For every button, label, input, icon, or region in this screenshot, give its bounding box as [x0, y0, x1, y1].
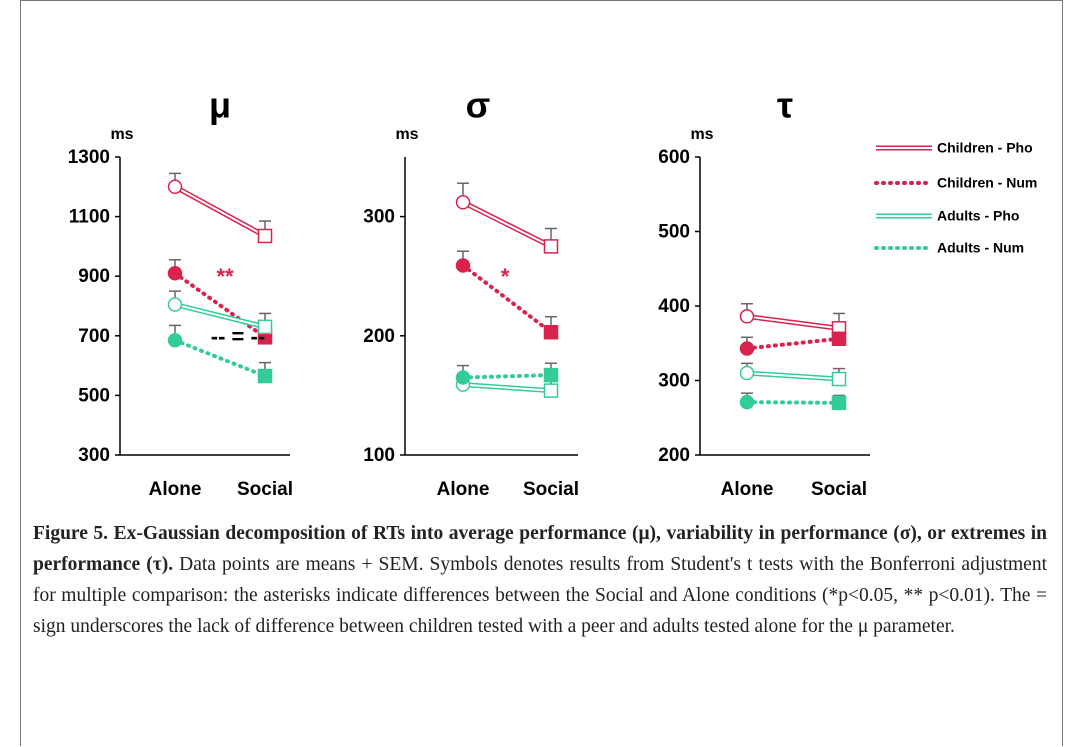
caption: Figure 5. Ex-Gaussian decomposition of R… — [33, 518, 1047, 642]
marker — [739, 394, 755, 410]
marker — [739, 309, 755, 324]
legend-label: Children - Pho — [937, 140, 1033, 156]
y-tick-label: 1300 — [68, 147, 110, 168]
y-axis-label: ms — [110, 126, 133, 143]
y-tick-label: 400 — [658, 296, 690, 317]
chart-title: μ — [209, 85, 231, 126]
y-axis-label: ms — [690, 126, 713, 143]
marker — [543, 324, 559, 340]
chart-title: σ — [466, 85, 491, 126]
marker — [167, 333, 183, 348]
y-tick-label: 500 — [658, 222, 690, 243]
caption-text: Data points are means + SEM. Symbols den… — [33, 554, 1047, 637]
y-tick-label: 1100 — [69, 207, 110, 228]
series-line — [745, 336, 841, 351]
series-line — [461, 373, 553, 380]
marker — [257, 319, 273, 335]
series-line — [461, 263, 553, 335]
series-line-inner — [462, 383, 552, 392]
x-tick-label: Social — [237, 479, 293, 500]
y-axis-label: ms — [395, 126, 418, 143]
legend-label: Adults - Pho — [937, 208, 1019, 224]
y-tick-label: 500 — [78, 385, 110, 406]
series-line-inner — [174, 185, 266, 237]
y-tick-label: 700 — [78, 326, 110, 347]
annotation: -- = -- — [211, 324, 265, 349]
y-tick-label: 300 — [78, 445, 110, 466]
marker — [257, 368, 273, 384]
x-tick-label: Alone — [149, 479, 202, 500]
series-line-inner — [746, 372, 840, 381]
y-tick-label: 300 — [658, 371, 690, 392]
x-tick-label: Social — [523, 479, 579, 500]
x-tick-label: Alone — [721, 479, 774, 500]
marker — [739, 341, 755, 356]
marker — [455, 370, 471, 385]
marker — [831, 331, 847, 347]
figure: μ ms 300 500 700 900 1100 1300 Alone Social ** -- =… — [68, 85, 1038, 501]
annotation: * — [501, 264, 510, 289]
y-tick-label: 300 — [363, 207, 395, 228]
series-line — [173, 271, 267, 340]
series-line-inner — [746, 315, 840, 330]
x-tick-label: Alone — [437, 479, 490, 500]
annotation: ** — [216, 264, 234, 289]
marker — [543, 367, 559, 383]
marker — [543, 239, 559, 254]
legend-label: Adults - Num — [937, 240, 1024, 256]
marker — [739, 365, 755, 381]
marker — [543, 383, 559, 398]
y-tick-label: 100 — [363, 445, 395, 466]
series-line-inner — [174, 303, 266, 328]
y-tick-label: 200 — [363, 326, 395, 347]
chart-title: τ — [777, 85, 793, 126]
marker — [167, 265, 183, 281]
legend-label: Children - Num — [937, 175, 1037, 191]
series-line — [745, 400, 841, 405]
marker — [257, 228, 273, 244]
marker — [455, 258, 471, 273]
caption-bold: Figure 5. Ex-Gaussian decomposition of R… — [33, 523, 1047, 575]
y-tick-label: 600 — [658, 147, 690, 168]
marker — [455, 195, 471, 210]
series-line — [173, 338, 267, 379]
x-tick-label: Social — [811, 479, 867, 500]
series-line-inner — [462, 201, 552, 248]
marker — [831, 371, 847, 387]
marker — [167, 297, 183, 312]
y-tick-label: 900 — [78, 266, 110, 287]
y-tick-label: 200 — [658, 445, 690, 466]
figure-frame — [20, 0, 1063, 746]
marker — [831, 395, 847, 411]
marker — [167, 179, 183, 195]
